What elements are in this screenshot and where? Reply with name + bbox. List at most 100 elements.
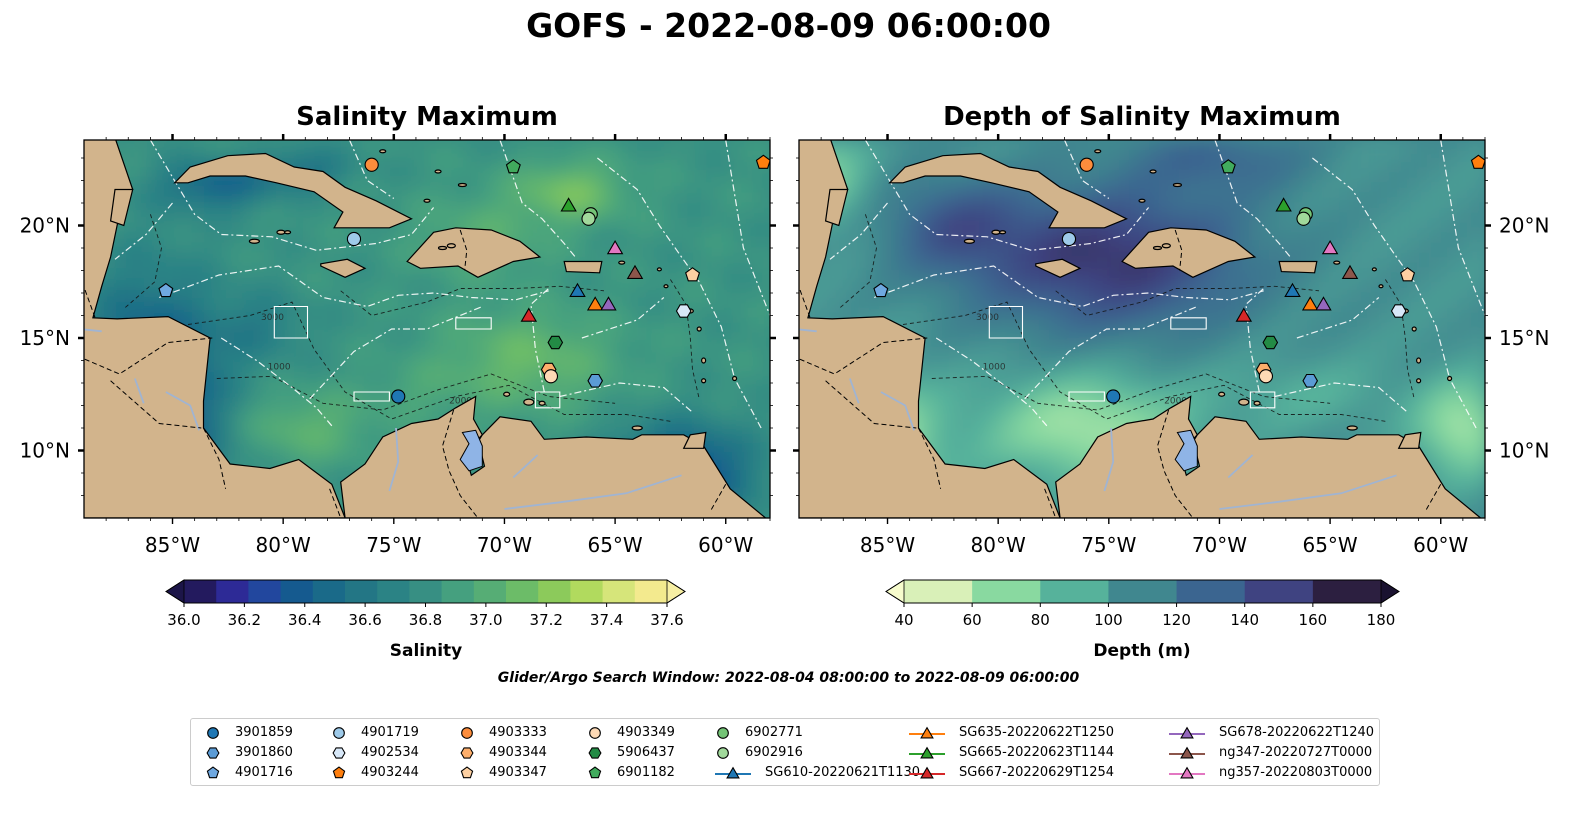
eez-line (725, 140, 770, 316)
eez-line (1063, 140, 1110, 199)
legend-marker (717, 727, 729, 739)
eez-line (1214, 140, 1291, 258)
obs-4902534 (1390, 304, 1407, 318)
x-tick-label: 85°W (145, 533, 200, 557)
small-island (437, 245, 448, 251)
obs-SG610-20220621T1130 (1284, 282, 1301, 297)
colorbar-tick-label: 180 (1367, 611, 1396, 629)
mpa-box (1170, 317, 1207, 330)
eez-line (499, 140, 576, 258)
mpa-outlines (988, 305, 1276, 409)
salinity-colorbar: 36.0 36.2 36.4 36.6 36.8 37.0 37.2 37.4 37.6 (165, 579, 686, 629)
small-island (1346, 425, 1358, 431)
y-tick-label: 15°N (20, 326, 70, 350)
colorbar-swatch (248, 580, 282, 603)
land-cuba (888, 152, 1128, 229)
border (1174, 229, 1183, 271)
colorbar-tick-label: 120 (1162, 611, 1191, 629)
legend-marker (207, 727, 219, 739)
eez-line (158, 265, 549, 308)
legend-label: ng357-20220803T0000 (1219, 765, 1373, 780)
obs-3901860 (587, 373, 604, 388)
border (709, 484, 727, 512)
rivers (799, 328, 1397, 510)
legend-swatch (1169, 746, 1205, 759)
obs-4903333 (1079, 157, 1094, 172)
colorbar-tick-label: 36.2 (228, 611, 261, 629)
small-island (523, 398, 535, 406)
mpa-box (1249, 391, 1276, 409)
contour-label: 3000 (261, 313, 284, 323)
small-island (963, 238, 975, 244)
small-island (379, 149, 387, 154)
obs-6902916 (1296, 211, 1311, 226)
legend-label: SG610-20220621T1130 (765, 765, 921, 780)
eez-line (1245, 288, 1265, 393)
depth-contour-line (216, 373, 616, 411)
obs-6901182 (505, 159, 521, 174)
legend-marker (920, 746, 934, 759)
y-tick-label: 10°N (1499, 439, 1549, 463)
legend-swatch (333, 727, 345, 739)
obs-4901719 (346, 231, 362, 247)
rivers (84, 328, 682, 510)
small-island (998, 230, 1007, 235)
legend-swatch (588, 766, 602, 779)
colorbar-swatch (409, 580, 443, 603)
eez-line (530, 288, 550, 393)
legend-swatch (332, 766, 346, 779)
obs-5906437 (1262, 335, 1279, 350)
small-island (696, 326, 702, 332)
eez-line (309, 305, 483, 400)
legend-swatch (589, 727, 601, 739)
x-tick-label: 65°W (587, 533, 642, 557)
contour-label: 2000 (449, 396, 472, 406)
colorbar-swatch (473, 580, 507, 603)
x-tick-label: 80°W (971, 533, 1026, 557)
small-island (1371, 267, 1377, 272)
x-tick-label: 60°W (1413, 533, 1468, 557)
colorbar-swatch (904, 580, 973, 603)
small-island (1416, 378, 1422, 384)
axis-ticks (78, 134, 776, 524)
legend-swatch (717, 747, 729, 759)
mpa-box (988, 305, 1024, 339)
legend-swatch (909, 766, 945, 779)
map-frame (83, 139, 771, 519)
eez-line (935, 337, 1048, 427)
legend-label: 3901859 (235, 725, 293, 740)
small-island (1416, 357, 1422, 364)
colorbar-tick-label: 37.0 (469, 611, 502, 629)
obs-6901182 (1220, 159, 1236, 174)
contour-label: 3000 (976, 313, 999, 323)
legend-label: 6902771 (745, 725, 803, 740)
lake-maracaibo (459, 429, 483, 472)
river (512, 454, 539, 479)
land-cuba (173, 152, 413, 229)
obs-SG635-20220622T1250 (1301, 296, 1319, 311)
colorbar-tick-label: 100 (1094, 611, 1123, 629)
obs-5906437 (547, 335, 564, 350)
small-island (1149, 169, 1157, 174)
land-southam (1055, 395, 1482, 518)
land-hispaniola (406, 227, 542, 278)
obs-4903333 (364, 157, 379, 172)
colorbar-swatch (280, 580, 314, 603)
river (1227, 454, 1254, 479)
obs-SG667-20220629T1254 (520, 307, 538, 322)
axis-ticks (793, 134, 1491, 524)
river (880, 391, 915, 431)
eez-line (829, 202, 888, 260)
small-island (731, 375, 738, 382)
colorbar-tick-label: 140 (1230, 611, 1259, 629)
obs-ng357-20220803T0000 (1321, 240, 1339, 255)
border (799, 337, 928, 375)
small-island (1138, 198, 1146, 203)
border (825, 380, 917, 429)
map-frame (798, 139, 1486, 519)
colorbar-tick-label: 37.4 (590, 611, 623, 629)
legend-swatch (909, 726, 945, 739)
obs-3901859 (1106, 389, 1121, 404)
border (1424, 484, 1442, 512)
legend-marker (1180, 746, 1194, 759)
